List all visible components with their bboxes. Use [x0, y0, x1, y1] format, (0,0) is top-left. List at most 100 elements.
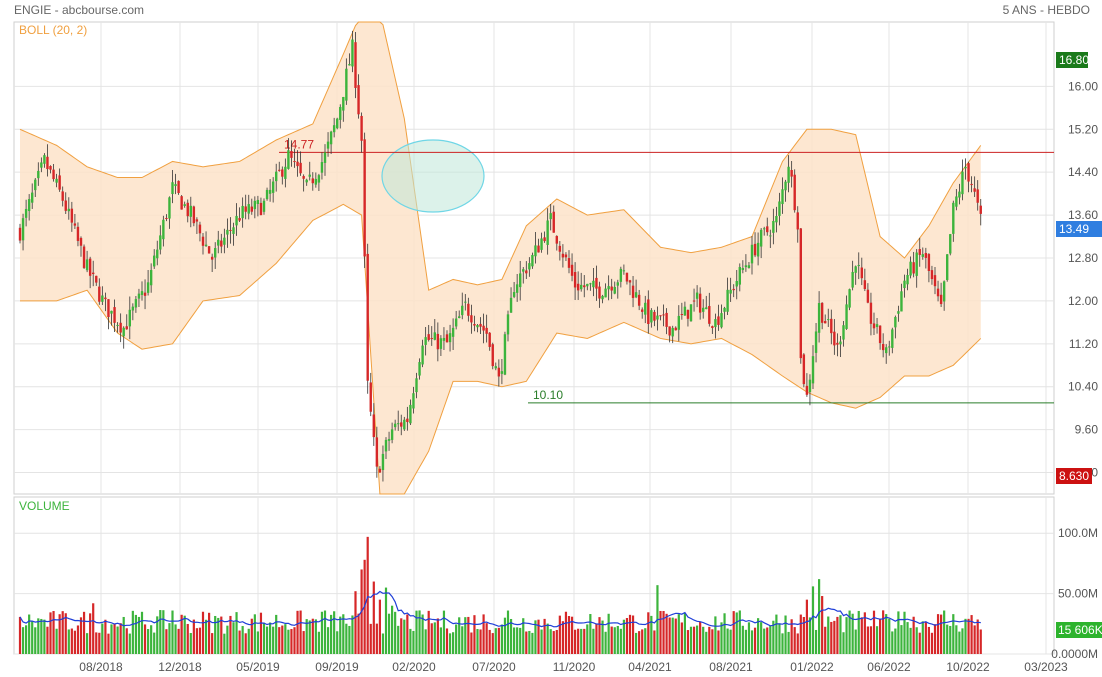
volume-bar[interactable] — [860, 617, 863, 654]
volume-bar[interactable] — [570, 616, 574, 654]
volume-bar[interactable] — [763, 628, 766, 654]
candle-body[interactable] — [891, 329, 894, 348]
volume-bar[interactable] — [95, 632, 98, 654]
candle-body[interactable] — [848, 289, 851, 308]
candle-body[interactable] — [735, 281, 738, 287]
candle-body[interactable] — [549, 213, 552, 220]
volume-bar[interactable] — [659, 610, 662, 654]
volume-bar[interactable] — [686, 630, 690, 654]
volume-bar[interactable] — [503, 617, 507, 654]
volume-bar[interactable] — [28, 614, 31, 654]
candle-body[interactable] — [314, 178, 318, 185]
candle-body[interactable] — [634, 292, 638, 298]
volume-bar[interactable] — [391, 605, 394, 654]
candle-body[interactable] — [903, 280, 906, 289]
volume-bar[interactable] — [244, 633, 247, 654]
candle-body[interactable] — [323, 152, 327, 163]
volume-bar[interactable] — [491, 633, 494, 654]
volume-bar[interactable] — [247, 628, 250, 654]
volume-bar[interactable] — [281, 625, 284, 654]
volume-bar[interactable] — [616, 625, 619, 654]
volume-bar[interactable] — [607, 613, 610, 654]
volume-bar[interactable] — [424, 629, 427, 654]
candle-body[interactable] — [586, 283, 589, 287]
candle-body[interactable] — [784, 181, 787, 191]
candle-body[interactable] — [888, 346, 891, 348]
volume-bar[interactable] — [933, 624, 937, 654]
volume-bar[interactable] — [67, 629, 70, 654]
volume-bar[interactable] — [220, 616, 223, 654]
volume-bar[interactable] — [470, 632, 473, 654]
volume-bar[interactable] — [677, 614, 680, 654]
volume-bar[interactable] — [949, 625, 952, 654]
candle-body[interactable] — [217, 239, 220, 246]
volume-bar[interactable] — [89, 613, 92, 654]
volume-bar[interactable] — [214, 615, 217, 654]
volume-bar[interactable] — [894, 628, 897, 654]
candle-body[interactable] — [729, 289, 732, 294]
candle-body[interactable] — [647, 299, 650, 324]
candle-body[interactable] — [927, 254, 931, 272]
volume-bar[interactable] — [723, 613, 726, 654]
volume-bar[interactable] — [174, 624, 177, 654]
candle-body[interactable] — [732, 288, 735, 291]
candle-body[interactable] — [436, 333, 440, 350]
volume-bar[interactable] — [409, 628, 412, 654]
candle-body[interactable] — [720, 313, 723, 328]
candle-body[interactable] — [900, 291, 903, 312]
candle-body[interactable] — [875, 324, 879, 327]
volume-bar[interactable] — [122, 616, 125, 654]
candle-body[interactable] — [860, 267, 863, 279]
volume-bar[interactable] — [906, 622, 909, 654]
volume-bar[interactable] — [40, 618, 43, 654]
candle-body[interactable] — [787, 166, 790, 183]
candle-body[interactable] — [897, 311, 900, 314]
candle-body[interactable] — [79, 237, 83, 246]
volume-bar[interactable] — [448, 633, 452, 654]
candle-body[interactable] — [686, 309, 690, 319]
candle-body[interactable] — [979, 205, 982, 214]
volume-bar[interactable] — [531, 632, 534, 654]
volume-bar[interactable] — [436, 618, 439, 654]
candle-body[interactable] — [702, 307, 705, 312]
candle-body[interactable] — [259, 202, 263, 216]
volume-bar[interactable] — [86, 633, 89, 654]
volume-bar[interactable] — [290, 628, 293, 654]
volume-bar[interactable] — [314, 619, 317, 654]
volume-bar[interactable] — [622, 619, 625, 654]
volume-bar[interactable] — [250, 618, 253, 654]
volume-bar[interactable] — [253, 614, 256, 654]
volume-bar[interactable] — [735, 612, 738, 654]
volume-bar[interactable] — [888, 618, 891, 654]
candle-body[interactable] — [40, 162, 43, 168]
candle-body[interactable] — [775, 215, 778, 223]
candle-body[interactable] — [558, 245, 562, 252]
candle-body[interactable] — [433, 332, 436, 340]
candle-body[interactable] — [339, 106, 342, 120]
volume-bar[interactable] — [513, 627, 516, 654]
volume-bar[interactable] — [918, 632, 921, 654]
volume-bar[interactable] — [580, 628, 583, 654]
volume-bar[interactable] — [278, 627, 281, 654]
candle-body[interactable] — [552, 211, 555, 233]
volume-bar[interactable] — [552, 631, 555, 654]
candle-body[interactable] — [872, 323, 876, 329]
candle-body[interactable] — [372, 414, 375, 438]
candle-body[interactable] — [778, 201, 781, 216]
volume-bar[interactable] — [326, 627, 330, 654]
volume-bar[interactable] — [186, 623, 189, 654]
candle-body[interactable] — [400, 422, 403, 427]
volume-bar[interactable] — [180, 614, 183, 654]
volume-bar[interactable] — [82, 611, 86, 654]
candle-body[interactable] — [470, 315, 473, 323]
volume-bar[interactable] — [833, 620, 836, 654]
candle-body[interactable] — [244, 206, 247, 212]
candle-body[interactable] — [18, 227, 22, 241]
candle-body[interactable] — [397, 423, 400, 425]
candle-body[interactable] — [497, 367, 501, 377]
volume-bar[interactable] — [644, 628, 647, 654]
volume-bar[interactable] — [714, 616, 717, 654]
candle-body[interactable] — [21, 218, 25, 241]
candle-body[interactable] — [805, 385, 809, 395]
candle-body[interactable] — [256, 199, 260, 204]
